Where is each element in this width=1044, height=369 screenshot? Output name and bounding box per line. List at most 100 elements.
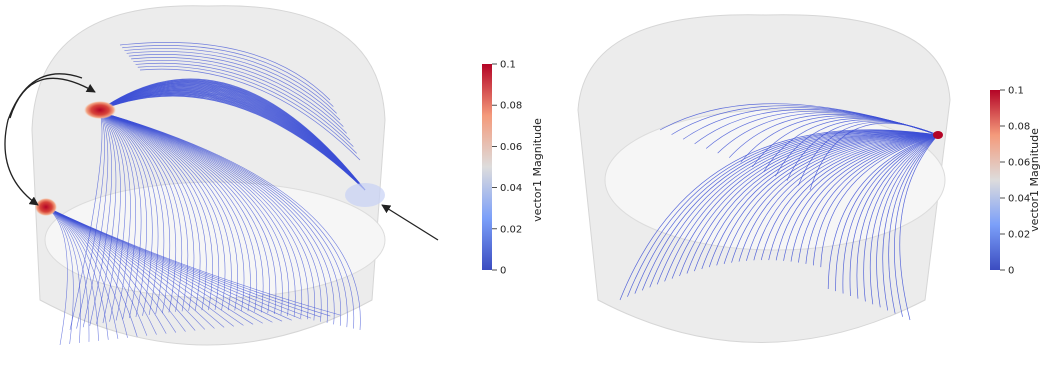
right-cylinder <box>577 14 951 343</box>
streamline <box>99 111 270 314</box>
streamline <box>99 111 251 312</box>
streamline <box>82 111 109 328</box>
streamline <box>649 131 939 288</box>
streamline <box>99 111 219 311</box>
right-colorbar-ticks: 0.1 0.08 0.06 0.04 0.02 0 <box>1000 86 1030 277</box>
streamline <box>641 131 939 291</box>
streamline <box>760 134 939 261</box>
streamline <box>812 134 939 266</box>
left-cylinder <box>31 5 386 346</box>
streamline <box>45 206 138 337</box>
streamline <box>783 134 939 261</box>
left-streamlines <box>45 42 366 346</box>
streamline <box>619 129 939 301</box>
streamline <box>99 111 316 321</box>
left-source-top <box>84 101 116 119</box>
streamline <box>664 132 939 282</box>
streamline <box>99 111 177 313</box>
streamline <box>99 111 283 315</box>
streamline <box>119 42 331 101</box>
streamline <box>775 134 939 261</box>
streamline <box>99 111 309 320</box>
streamline <box>99 111 142 319</box>
streamline <box>99 111 322 322</box>
streamline <box>45 206 81 343</box>
streamline <box>656 132 939 285</box>
streamline <box>723 134 939 264</box>
streamline <box>634 130 939 294</box>
left-cylinder-inner-floor <box>44 181 386 299</box>
streamline <box>99 111 159 315</box>
streamline <box>99 111 342 326</box>
streamline <box>856 134 939 299</box>
streamline <box>809 122 939 191</box>
streamline <box>888 134 939 314</box>
streamline <box>45 206 341 316</box>
colorbar-tick-label: 0.08 <box>500 101 522 112</box>
left-colorbar-gradient <box>482 64 492 270</box>
colorbar-tick-label: 0.02 <box>1008 230 1030 241</box>
streamline <box>128 54 344 127</box>
streamline <box>671 133 939 279</box>
curved-arrow <box>4 73 83 206</box>
colorbar-tick-label: 0.1 <box>1008 86 1024 97</box>
streamline <box>99 111 131 321</box>
left-colorbar-ticks: 0.1 0.08 0.06 0.04 0.02 0 <box>492 60 522 277</box>
left-source-left <box>35 198 57 216</box>
streamline <box>738 134 939 262</box>
streamline <box>849 134 939 296</box>
streamline <box>99 111 355 329</box>
colorbar-tick-label: 0.1 <box>500 60 516 71</box>
streamline <box>99 111 147 317</box>
streamline <box>99 78 366 191</box>
right-colorbar-gradient <box>990 90 1000 270</box>
streamline <box>746 134 939 261</box>
colorbar-tick-label: 0.02 <box>500 224 522 235</box>
curved-arrow-top <box>9 77 96 119</box>
streamline <box>135 62 354 147</box>
streamline <box>99 111 126 322</box>
streamline <box>99 111 121 324</box>
colorbar-tick-label: 0.06 <box>500 142 522 153</box>
left-sink-right <box>345 183 385 207</box>
streamline <box>99 111 201 311</box>
streamline <box>882 134 939 311</box>
colorbar-tick-label: 0 <box>500 266 506 277</box>
streamline <box>45 206 119 339</box>
streamline <box>716 134 939 266</box>
streamline <box>99 111 153 316</box>
streamline <box>45 206 148 336</box>
colorbar-tick-label: 0.08 <box>1008 122 1030 133</box>
streamline <box>835 134 939 292</box>
right-panel <box>577 14 951 343</box>
left-colorbar-title: vector1 Magnitude <box>531 118 544 222</box>
streamline <box>139 68 361 161</box>
colorbar-tick-label: 0.04 <box>500 183 522 194</box>
streamline <box>45 206 90 342</box>
streamline <box>627 130 939 297</box>
streamline <box>69 111 103 331</box>
streamline <box>827 134 939 290</box>
streamline <box>694 134 939 272</box>
streamline <box>99 111 296 317</box>
streamline <box>842 134 939 294</box>
streamline <box>99 111 213 311</box>
streamline <box>99 111 137 320</box>
streamline <box>876 134 939 308</box>
streamline <box>99 111 290 316</box>
streamline <box>863 134 939 302</box>
streamline <box>133 59 351 141</box>
streamline <box>869 134 939 305</box>
right-source <box>933 131 943 139</box>
streamline <box>686 133 939 274</box>
streamline <box>137 65 357 154</box>
streamline <box>99 111 171 314</box>
streamline <box>679 133 939 277</box>
streamline <box>798 134 939 263</box>
streamline <box>124 48 337 114</box>
straight-arrow <box>381 204 439 241</box>
streamline <box>99 111 226 311</box>
left-colorbar: 0.1 0.08 0.06 0.04 0.02 0 vector1 Magnitude <box>482 60 544 277</box>
left-panel <box>4 5 439 346</box>
streamline <box>768 134 939 261</box>
